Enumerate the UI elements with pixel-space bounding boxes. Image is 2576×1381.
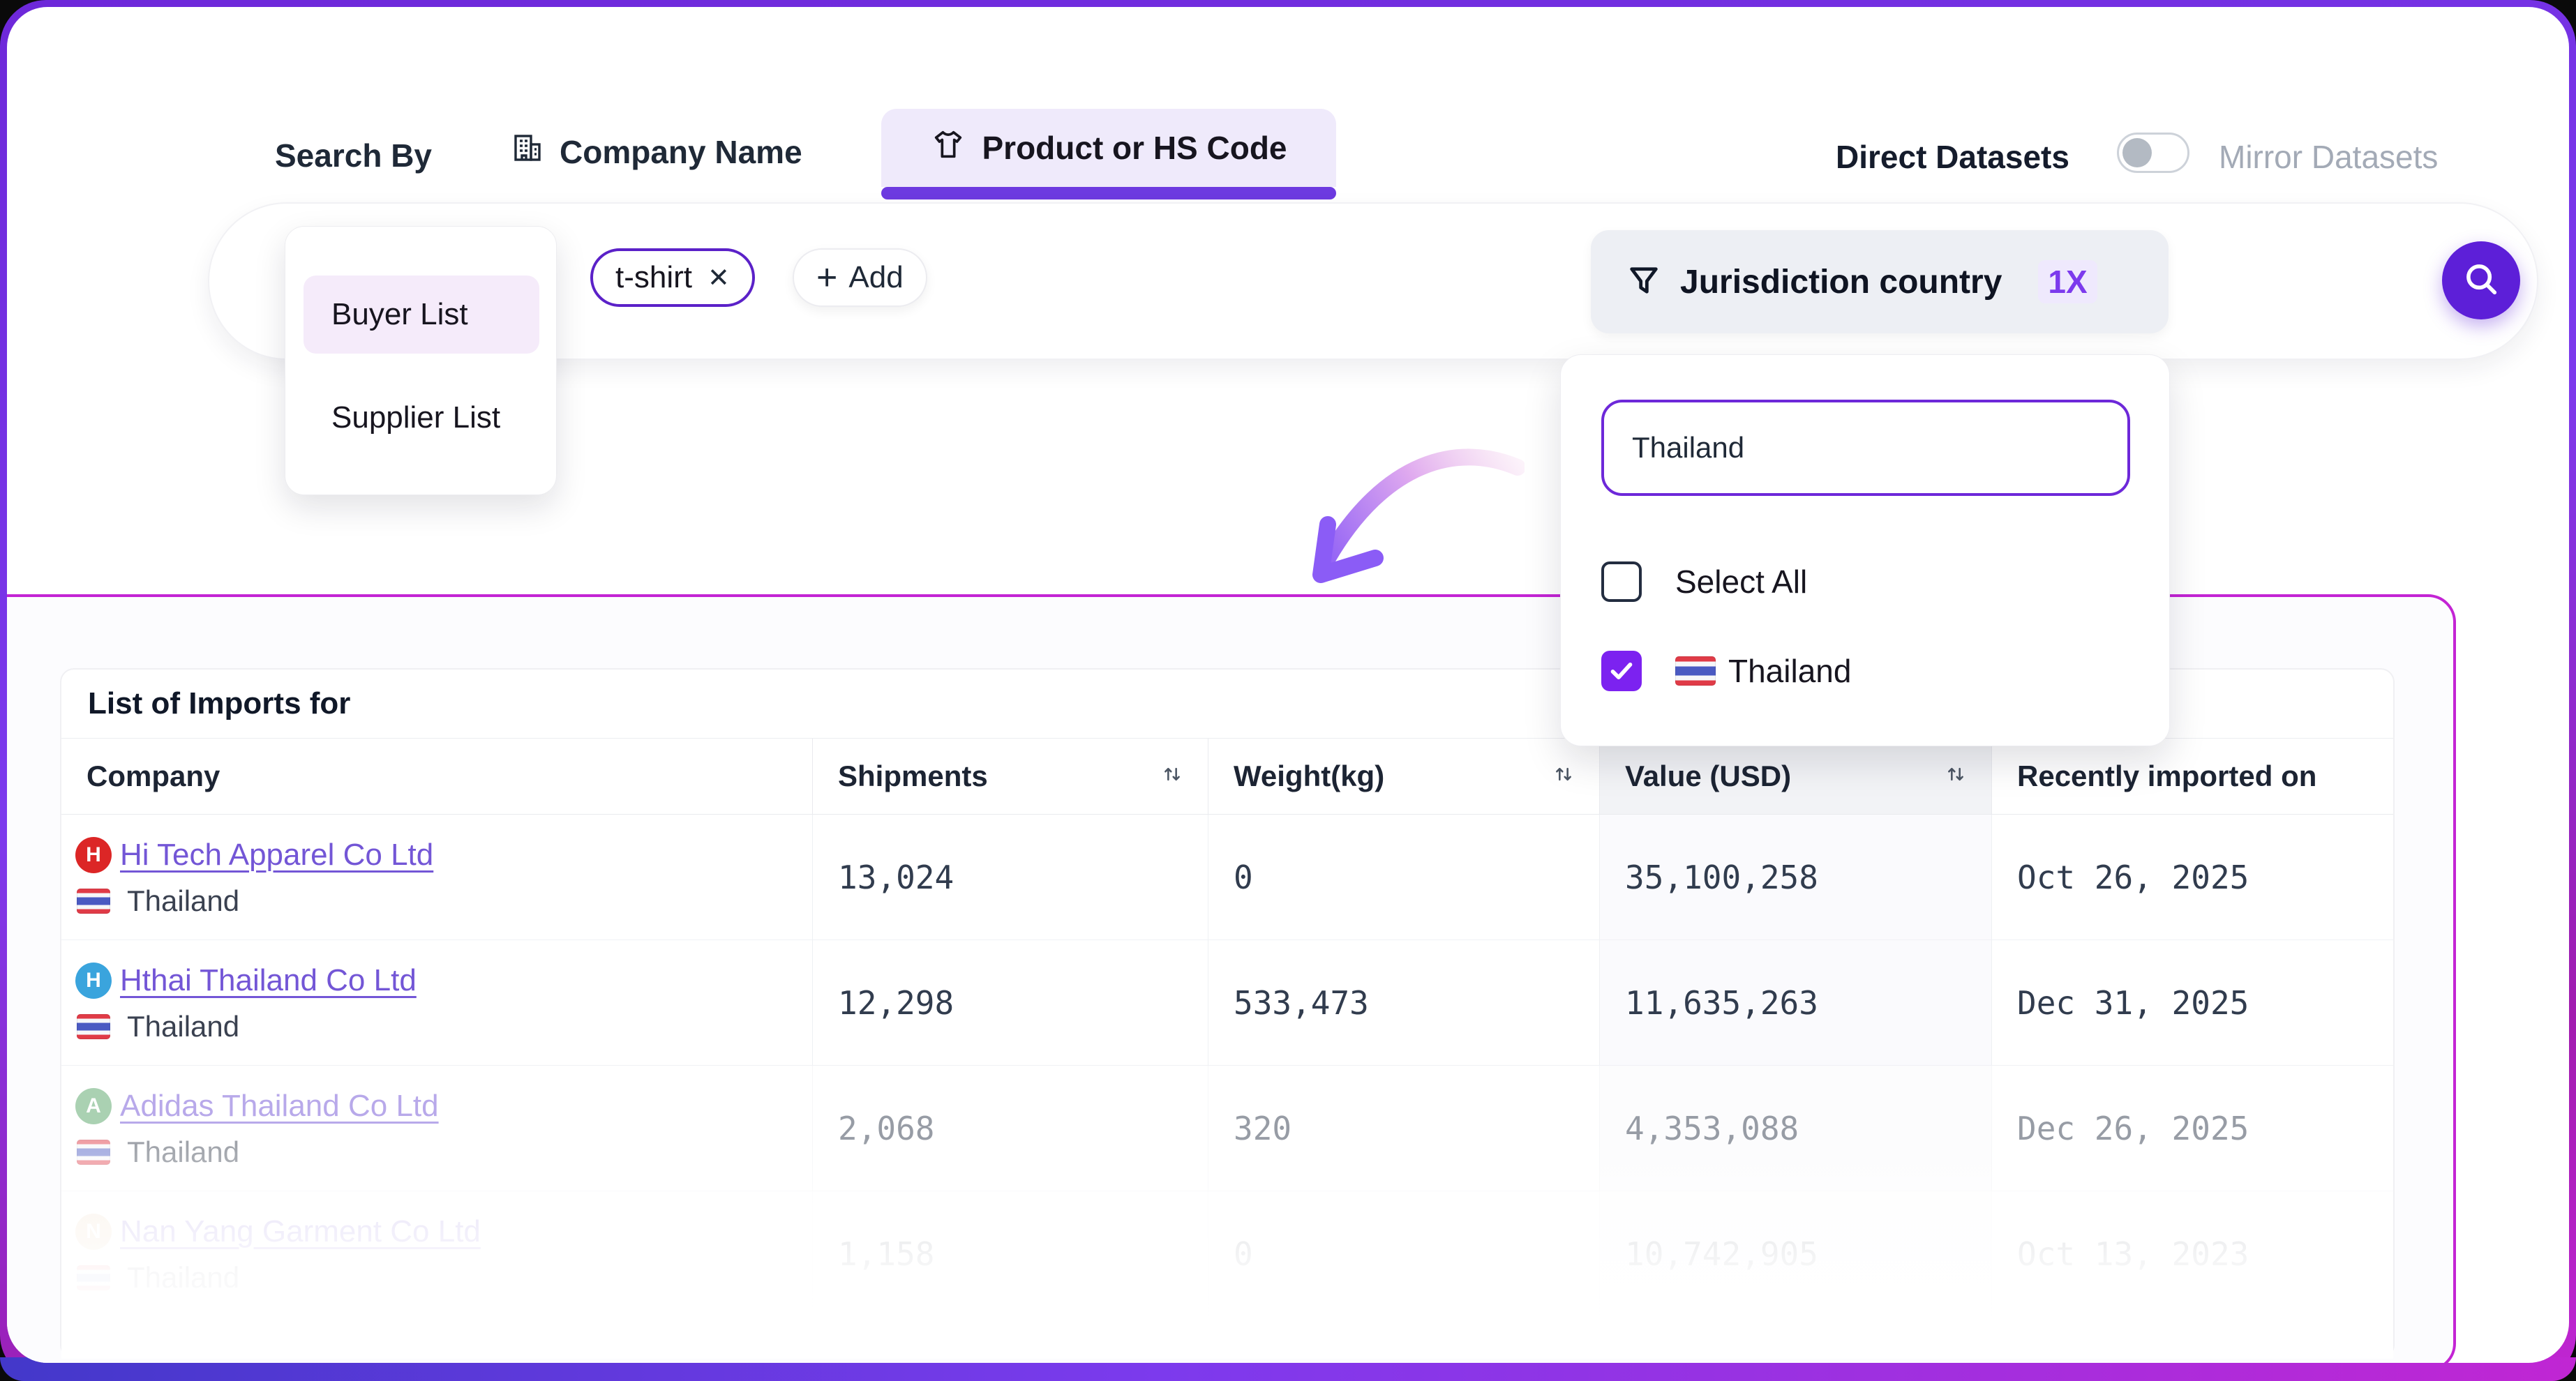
curved-arrow-annotation (1287, 441, 1526, 594)
jurisdiction-filter-count-badge: 1X (2038, 260, 2097, 303)
tab-company-label: Company Name (560, 133, 802, 170)
thailand-checkbox-checked[interactable] (1601, 651, 1642, 691)
recent-import-date: Oct 13, 2023 (1991, 1191, 2393, 1316)
weight-value: 0 (1208, 815, 1599, 939)
tab-company-name[interactable]: Company Name (511, 131, 802, 172)
jurisdiction-filter-label: Jurisdiction country (1680, 263, 2002, 301)
company-country: Thailand (127, 1135, 240, 1168)
table-header-row: Company Shipments Weight(kg) (61, 739, 2393, 815)
thailand-flag-icon (77, 1013, 110, 1039)
shipments-value: 2,068 (812, 1066, 1208, 1191)
tab-product-hs-code[interactable]: Product or HS Code (881, 109, 1336, 187)
imports-table: List of Imports for Company Shipments We… (60, 668, 2395, 1359)
active-tab-underline (881, 187, 1336, 199)
avatar: A (75, 1087, 112, 1124)
shipments-value: 1,158 (812, 1191, 1208, 1316)
usd-value: 4,353,088 (1599, 1066, 1991, 1191)
mirror-datasets-label: Mirror Datasets (2219, 139, 2439, 175)
select-all-row[interactable]: Select All (1601, 561, 1807, 602)
thailand-flag-icon (77, 1139, 110, 1165)
building-icon (511, 131, 544, 172)
thailand-flag-icon (1675, 656, 1716, 686)
weight-value: 0 (1208, 1191, 1599, 1316)
company-country: Thailand (127, 1260, 240, 1294)
weight-value: 320 (1208, 1066, 1599, 1191)
company-link[interactable]: Hi Tech Apparel Co Ltd (120, 837, 434, 872)
sort-icon[interactable] (1552, 760, 1575, 793)
usd-value: 10,742,905 (1599, 1191, 1991, 1316)
jurisdiction-country-filter-button[interactable]: Jurisdiction country 1X (1591, 230, 2169, 333)
select-all-checkbox[interactable] (1601, 561, 1642, 602)
app-window: Search By Company Name Product or HS Cod… (7, 7, 2569, 1363)
sort-icon[interactable] (1160, 760, 1184, 793)
country-option-thailand[interactable]: Thailand (1601, 651, 1851, 691)
search-icon (2461, 259, 2501, 303)
thailand-option-label: Thailand (1728, 653, 1852, 689)
tshirt-icon (930, 126, 966, 170)
search-button[interactable] (2442, 241, 2520, 319)
search-bar (208, 202, 2538, 360)
plus-icon: + (816, 257, 838, 298)
toggle-knob (2122, 138, 2152, 167)
avatar: N (75, 1213, 112, 1250)
table-title: List of Imports for (61, 670, 2393, 739)
usd-value: 35,100,258 (1599, 815, 1991, 939)
add-button-label: Add (848, 260, 904, 294)
direct-datasets-label: Direct Datasets (1836, 139, 2069, 175)
company-link[interactable]: Adidas Thailand Co Ltd (120, 1088, 439, 1123)
country-search-input[interactable] (1601, 400, 2130, 496)
table-row: H Hi Tech Apparel Co Ltd Thailand 13,024… (61, 815, 2393, 940)
table-row: N Nan Yang Garment Co Ltd Thailand 1,158… (61, 1191, 2393, 1317)
select-all-label: Select All (1675, 564, 1808, 600)
sort-icon[interactable] (1944, 760, 1968, 793)
table-row: A Adidas Thailand Co Ltd Thailand 2,068 … (61, 1066, 2393, 1191)
company-link[interactable]: Nan Yang Garment Co Ltd (120, 1214, 481, 1248)
column-header-weight: Weight(kg) (1208, 739, 1599, 814)
column-header-recent: Recently imported on (1991, 739, 2393, 814)
list-type-dropdown: Buyer List Supplier List (285, 226, 557, 495)
avatar: H (75, 836, 112, 873)
tab-product-label: Product or HS Code (982, 130, 1287, 166)
country-filter-panel: Select All Thailand (1560, 354, 2170, 746)
dropdown-option-supplier-list[interactable]: Supplier List (331, 400, 501, 435)
company-country: Thailand (127, 1009, 240, 1043)
close-icon[interactable]: ✕ (707, 263, 730, 293)
filter-funnel-icon (1626, 262, 1662, 302)
search-by-label: Search By (275, 137, 433, 174)
weight-value: 533,473 (1208, 940, 1599, 1065)
thailand-flag-icon (77, 888, 110, 914)
shipments-value: 13,024 (812, 815, 1208, 939)
column-header-shipments: Shipments (812, 739, 1208, 814)
dropdown-option-buyer-list[interactable]: Buyer List (304, 276, 539, 354)
recent-import-date: Oct 26, 2025 (1991, 815, 2393, 939)
company-link[interactable]: Hthai Thailand Co Ltd (120, 963, 417, 997)
keyword-chip[interactable]: t-shirt ✕ (590, 248, 755, 307)
datasets-toggle[interactable] (2117, 133, 2189, 173)
recent-import-date: Dec 31, 2025 (1991, 940, 2393, 1065)
add-keyword-button[interactable]: + Add (793, 248, 927, 307)
table-row: H Hthai Thailand Co Ltd Thailand 12,298 … (61, 940, 2393, 1066)
recent-import-date: Dec 26, 2025 (1991, 1066, 2393, 1191)
company-country: Thailand (127, 884, 240, 917)
column-header-company: Company (87, 760, 220, 792)
usd-value: 11,635,263 (1599, 940, 1991, 1065)
column-header-value: Value (USD) (1599, 739, 1991, 814)
shipments-value: 12,298 (812, 940, 1208, 1065)
thailand-flag-icon (77, 1265, 110, 1290)
keyword-chip-label: t-shirt (615, 260, 692, 294)
avatar: H (75, 962, 112, 999)
